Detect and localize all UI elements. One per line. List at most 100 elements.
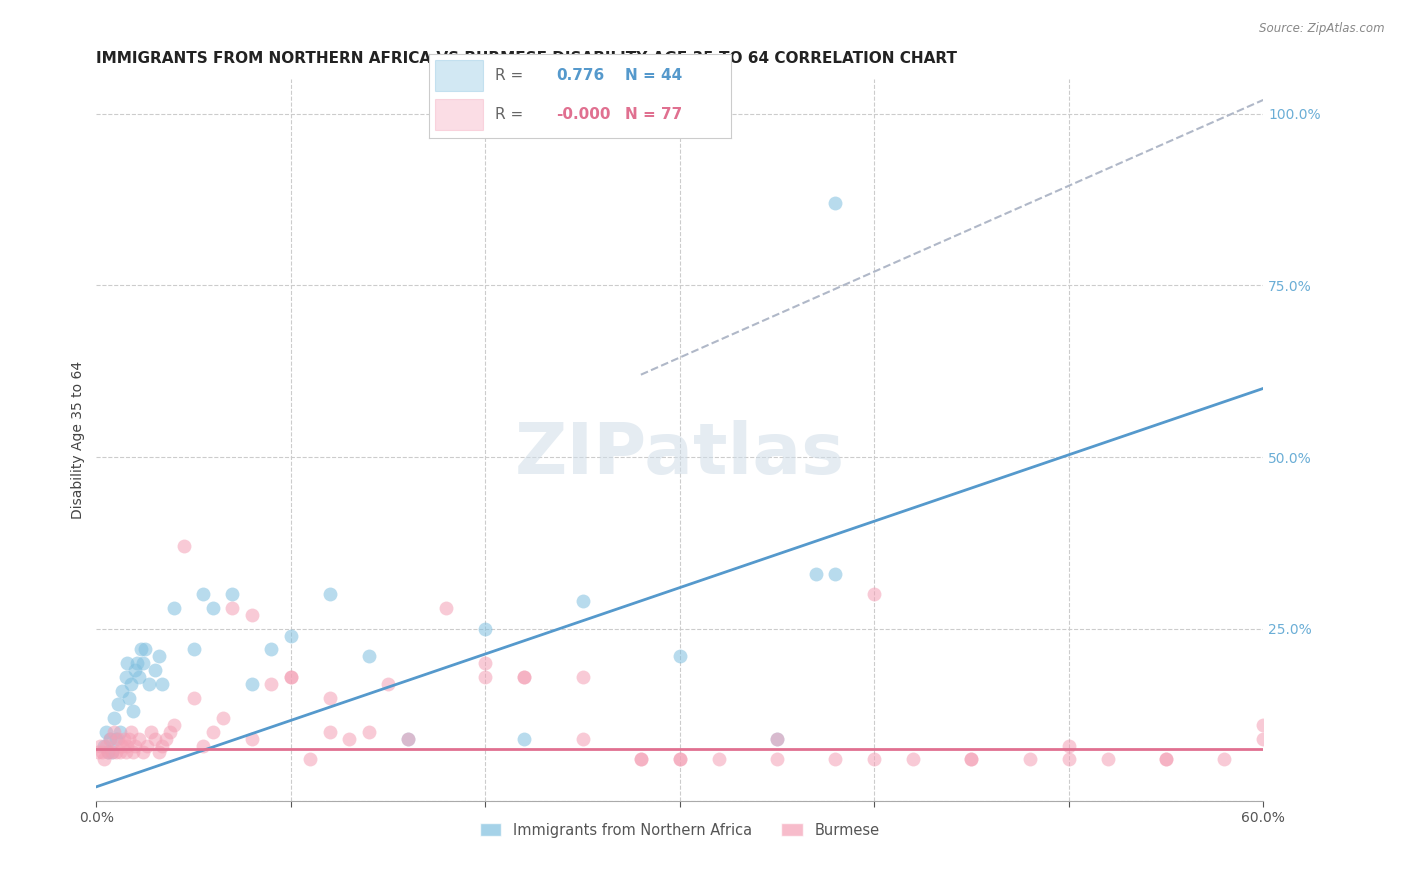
Point [111,739,134,753]
Point [108,724,131,739]
Point [134,642,156,657]
Point [766,752,789,766]
Point [117,739,139,753]
Point [129,642,152,657]
Text: ZIPatlas: ZIPatlas [515,420,845,489]
Point [960,752,983,766]
Point [299,752,322,766]
Point [139,724,162,739]
Point [120,677,142,691]
Point [120,724,142,739]
Y-axis label: Disability Age 35 to 64: Disability Age 35 to 64 [72,361,86,519]
Point [668,752,690,766]
Point [159,724,181,739]
Point [824,566,846,581]
Point [101,746,124,760]
Point [221,587,243,601]
Point [571,731,593,746]
Point [132,656,155,670]
Point [87,746,110,760]
Point [260,677,283,691]
Point [474,622,496,636]
Point [107,731,129,746]
Point [114,746,136,760]
Point [240,731,263,746]
Point [124,739,146,753]
Point [104,731,127,746]
Point [804,566,827,581]
Text: IMMIGRANTS FROM NORTHERN AFRICA VS BURMESE DISABILITY AGE 35 TO 64 CORRELATION C: IMMIGRANTS FROM NORTHERN AFRICA VS BURME… [97,51,957,66]
Text: N = 77: N = 77 [626,107,682,122]
Point [193,587,215,601]
Point [202,601,225,615]
Point [128,731,150,746]
Point [960,752,983,766]
Point [103,711,125,725]
Point [104,746,127,760]
Point [824,196,846,211]
Point [766,731,789,746]
Point [1057,752,1080,766]
Point [1154,752,1177,766]
Point [513,731,536,746]
Point [571,670,593,684]
Point [436,601,458,615]
Point [630,752,652,766]
Point [122,746,145,760]
Point [103,724,125,739]
Point [211,711,233,725]
Point [143,731,166,746]
Point [112,731,135,746]
Point [1097,752,1119,766]
Point [152,677,174,691]
FancyBboxPatch shape [434,99,484,130]
Point [101,746,124,760]
Point [117,656,139,670]
Point [97,746,120,760]
Point [107,698,129,712]
Point [319,587,342,601]
Text: 0.776: 0.776 [555,68,605,83]
Point [668,752,690,766]
Point [152,739,174,753]
Point [98,731,121,746]
Point [183,642,205,657]
Point [396,731,419,746]
Point [202,724,225,739]
Point [513,670,536,684]
Point [148,746,170,760]
Point [135,739,157,753]
Point [1057,739,1080,753]
Point [1251,731,1274,746]
Point [118,690,141,705]
Point [474,670,496,684]
Point [319,690,342,705]
Point [127,656,149,670]
Text: Source: ZipAtlas.com: Source: ZipAtlas.com [1260,22,1385,36]
Point [357,649,380,664]
Text: N = 44: N = 44 [626,68,682,83]
Point [319,724,342,739]
Point [94,724,117,739]
Text: -0.000: -0.000 [555,107,610,122]
Point [630,752,652,766]
Point [98,731,121,746]
Point [148,649,170,664]
Point [93,752,115,766]
Point [707,752,730,766]
Point [124,663,146,677]
Point [94,739,117,753]
Point [240,677,263,691]
Point [128,670,150,684]
Point [118,731,141,746]
Point [824,752,846,766]
Point [91,746,114,760]
Point [260,642,283,657]
Point [766,731,789,746]
Point [240,608,263,623]
Point [280,629,302,643]
Point [155,731,177,746]
Point [474,656,496,670]
Point [132,746,155,760]
Point [93,739,115,753]
